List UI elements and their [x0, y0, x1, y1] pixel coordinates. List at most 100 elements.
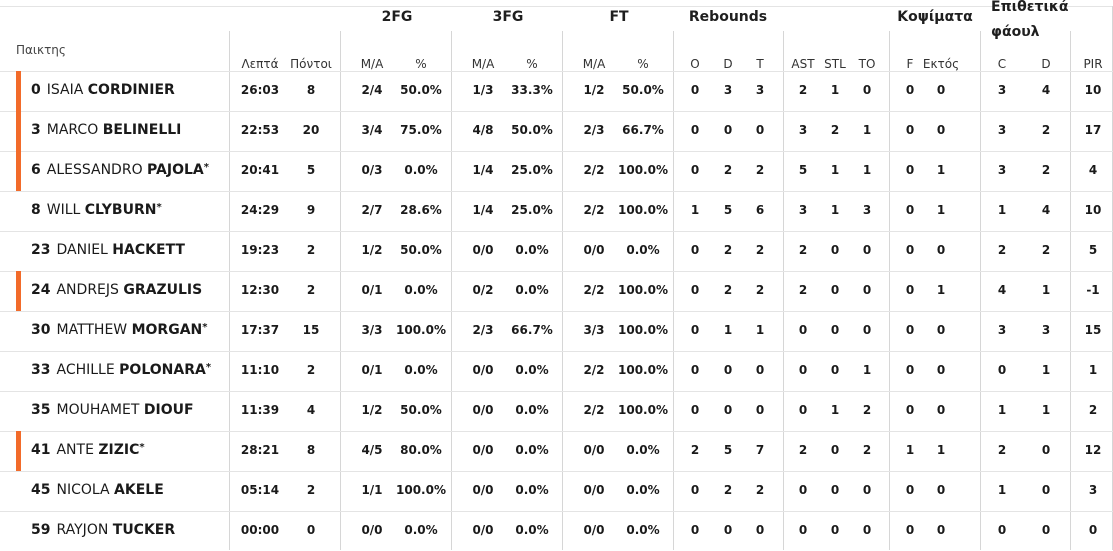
cell-foul-d: 2 [1041, 163, 1051, 177]
cell-minutes: 28:21 [240, 443, 280, 457]
player-number: 33 [31, 362, 51, 378]
player-number: 30 [31, 322, 51, 338]
cell-2fg-pct: 50.0% [400, 243, 442, 257]
cell-blk-f: 0 [905, 283, 915, 297]
cell-to: 1 [862, 363, 872, 377]
player-first-name: MOUHAMET [56, 402, 140, 418]
player-name[interactable]: 33 ACHILLE POLONARA* [31, 362, 211, 378]
top-border [0, 6, 1113, 7]
cell-minutes: 05:14 [240, 483, 280, 497]
player-last-name: TUCKER [112, 522, 176, 538]
cell-foul-d: 4 [1041, 203, 1051, 217]
cell-2fg-ma: 3/3 [361, 323, 383, 337]
subheader-minutes: Λεπτά [241, 57, 279, 71]
row-divider [0, 311, 1113, 312]
subheader-ft-ma: M/A [582, 57, 606, 71]
cell-ast: 2 [798, 83, 808, 97]
player-name[interactable]: 30 MATTHEW MORGAN* [31, 322, 207, 338]
subheader-foul-c: C [997, 57, 1007, 71]
player-name[interactable]: 59 RAYJON TUCKER [31, 522, 175, 538]
cell-blk-f: 0 [905, 403, 915, 417]
cell-reb-d: 1 [723, 323, 733, 337]
table-row: 41 ANTE ZIZIC* 28:21 8 4/5 80.0% 0/0 0.0% 0/0 0.0… [0, 431, 1113, 471]
cell-blk-against: 0 [936, 323, 946, 337]
cell-reb-o: 0 [690, 483, 700, 497]
cell-3fg-pct: 33.3% [511, 83, 553, 97]
cell-reb-d: 2 [723, 483, 733, 497]
cell-ft-pct: 0.0% [626, 443, 660, 457]
cell-3fg-ma: 0/0 [472, 243, 494, 257]
player-name[interactable]: 6 ALESSANDRO PAJOLA* [31, 162, 209, 178]
cell-3fg-pct: 0.0% [515, 243, 549, 257]
cell-points: 15 [302, 323, 320, 337]
cell-ast: 2 [798, 243, 808, 257]
cell-3fg-ma: 2/3 [472, 323, 494, 337]
starter-marker: * [203, 162, 209, 173]
player-name[interactable]: 8 WILL CLYBURN* [31, 202, 162, 218]
subheader-stl: STL [824, 57, 846, 71]
cell-points: 2 [306, 243, 316, 257]
cell-foul-d: 1 [1041, 283, 1051, 297]
cell-points: 8 [306, 443, 316, 457]
player-first-name: NICOLA [56, 482, 110, 498]
cell-2fg-ma: 0/1 [361, 283, 383, 297]
cell-ft-pct: 0.0% [626, 523, 660, 537]
cell-ft-ma: 0/0 [583, 483, 605, 497]
cell-to: 0 [862, 523, 872, 537]
cell-2fg-pct: 50.0% [400, 403, 442, 417]
player-name[interactable]: 41 ANTE ZIZIC* [31, 442, 145, 458]
header-blocks: Κοψίματα [897, 9, 973, 25]
cell-2fg-ma: 0/3 [361, 163, 383, 177]
cell-ft-pct: 100.0% [618, 203, 668, 217]
subheader-3fg-pct: % [526, 57, 538, 71]
cell-ft-pct: 100.0% [618, 163, 668, 177]
cell-3fg-ma: 0/0 [472, 363, 494, 377]
player-name[interactable]: 24 ANDREJS GRAZULIS [31, 282, 202, 298]
cell-3fg-pct: 0.0% [515, 403, 549, 417]
row-divider [0, 471, 1113, 472]
cell-3fg-pct: 25.0% [511, 163, 553, 177]
subheader-pir: PIR [1083, 57, 1103, 71]
player-number: 24 [31, 282, 51, 298]
cell-minutes: 22:53 [240, 123, 280, 137]
player-name[interactable]: 23 DANIEL HACKETT [31, 242, 185, 258]
cell-3fg-pct: 0.0% [515, 483, 549, 497]
cell-foul-c: 1 [997, 403, 1007, 417]
cell-blk-f: 0 [905, 83, 915, 97]
cell-foul-c: 2 [997, 443, 1007, 457]
cell-blk-f: 0 [905, 123, 915, 137]
cell-reb-d: 0 [723, 123, 733, 137]
player-number: 3 [31, 122, 41, 138]
player-name[interactable]: 0 ISAIA CORDINIER [31, 82, 175, 98]
cell-stl: 1 [830, 403, 840, 417]
player-name[interactable]: 3 MARCO BELINELLI [31, 122, 181, 138]
column-divider [451, 31, 452, 550]
cell-blk-against: 0 [936, 523, 946, 537]
table-row: 24 ANDREJS GRAZULIS 12:30 2 0/1 0.0% 0/2 0.0% 2/… [0, 271, 1113, 311]
player-name[interactable]: 35 MOUHAMET DIOUF [31, 402, 194, 418]
player-first-name: ANTE [56, 442, 94, 458]
cell-foul-d: 0 [1041, 523, 1051, 537]
cell-3fg-pct: 0.0% [515, 283, 549, 297]
cell-blk-against: 0 [936, 363, 946, 377]
cell-3fg-pct: 0.0% [515, 363, 549, 377]
player-name[interactable]: 45 NICOLA AKELE [31, 482, 164, 498]
cell-ft-ma: 1/2 [583, 83, 605, 97]
cell-to: 0 [862, 243, 872, 257]
cell-ast: 2 [798, 283, 808, 297]
cell-points: 2 [306, 363, 316, 377]
row-divider [0, 231, 1113, 232]
cell-to: 0 [862, 323, 872, 337]
cell-points: 4 [306, 403, 316, 417]
cell-minutes: 24:29 [240, 203, 280, 217]
player-last-name: HACKETT [112, 242, 185, 258]
cell-2fg-pct: 0.0% [404, 283, 438, 297]
player-last-name: BELINELLI [102, 122, 182, 138]
table-row: 23 DANIEL HACKETT 19:23 2 1/2 50.0% 0/0 0.0% 0/0… [0, 231, 1113, 271]
player-number: 23 [31, 242, 51, 258]
player-number: 41 [31, 442, 51, 458]
player-number: 45 [31, 482, 51, 498]
table-row: 0 ISAIA CORDINIER 26:03 8 2/4 50.0% 1/3 33.3% 1/… [0, 71, 1113, 111]
starter-marker: * [205, 362, 212, 373]
cell-ft-pct: 100.0% [618, 363, 668, 377]
